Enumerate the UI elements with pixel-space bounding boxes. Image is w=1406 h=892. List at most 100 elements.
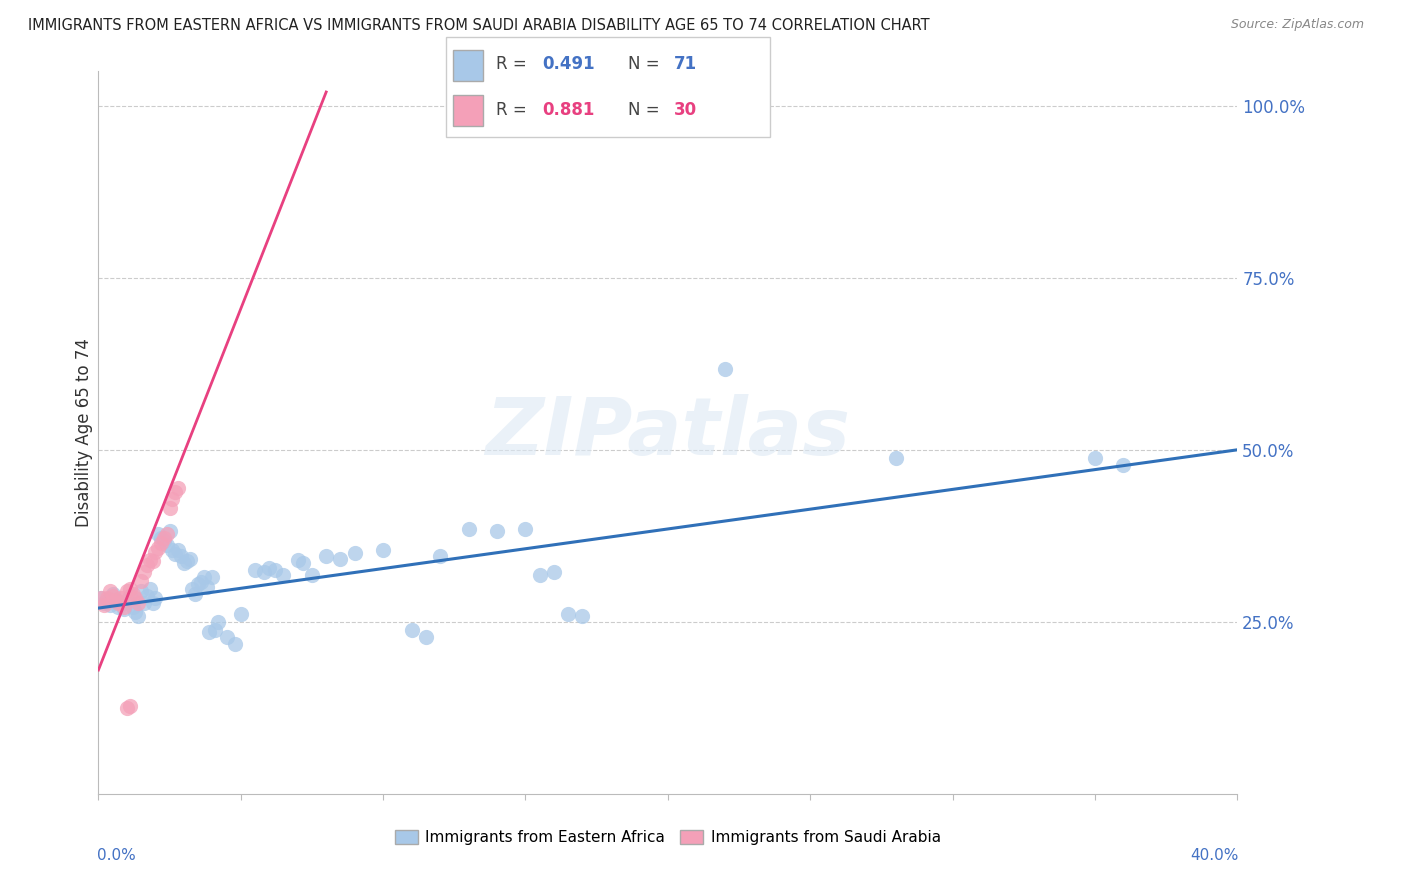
Point [190,574,212,589]
Point [138,582,160,596]
Point [90,591,112,605]
Text: 30: 30 [675,101,697,119]
Point [118,589,141,603]
Point [207,615,229,629]
Point [167,542,190,557]
Point [127,609,149,624]
Point [204,623,226,637]
Point [457,522,479,536]
Point [124,605,146,619]
Point [129,574,152,588]
Point [315,549,337,564]
Legend: Immigrants from Eastern Africa, Immigrants from Saudi Arabia: Immigrants from Eastern Africa, Immigran… [388,824,948,851]
Point [121,587,143,601]
Point [135,558,157,573]
Point [145,591,167,605]
Point [486,524,509,538]
Point [201,570,224,584]
Point [101,589,124,603]
Point [181,582,204,596]
Text: IMMIGRANTS FROM EASTERN AFRICA VS IMMIGRANTS FROM SAUDI ARABIA DISABILITY AGE 65: IMMIGRANTS FROM EASTERN AFRICA VS IMMIGR… [28,18,929,33]
Text: N =: N = [628,101,665,119]
Point [98,598,121,612]
Point [159,501,181,516]
Point [141,554,163,568]
Point [557,607,579,621]
Point [150,531,173,545]
Point [101,587,124,601]
Point [118,582,141,596]
Point [1112,458,1135,472]
FancyBboxPatch shape [446,37,770,137]
Text: 40.0%: 40.0% [1189,848,1239,863]
Point [343,546,366,560]
Point [243,563,266,577]
Text: ZIPatlas: ZIPatlas [485,393,851,472]
Point [107,599,129,614]
Point [104,592,127,607]
Point [184,587,207,601]
Point [215,630,238,644]
Point [287,553,309,567]
Point [229,607,252,621]
Text: 0.881: 0.881 [543,101,595,119]
Point [415,630,437,644]
Point [170,549,193,564]
Point [127,596,149,610]
Point [98,583,121,598]
Point [115,701,138,715]
Text: N =: N = [628,55,665,73]
Point [159,524,181,538]
Point [373,542,395,557]
Point [153,531,176,545]
Point [176,554,198,568]
Point [173,557,195,571]
Text: R =: R = [496,101,531,119]
Point [198,625,221,640]
Point [195,581,218,595]
Point [104,592,127,607]
Point [292,557,315,571]
Point [162,492,184,507]
Point [167,481,190,495]
Point [112,599,135,614]
Point [132,596,155,610]
Point [273,568,295,582]
Point [132,566,155,580]
Point [571,609,593,624]
Point [156,538,179,552]
Text: R =: R = [496,55,531,73]
Point [110,597,132,611]
Text: 0.491: 0.491 [543,55,595,73]
Bar [453,50,482,81]
Point [153,533,176,548]
Point [884,451,907,466]
Point [259,561,281,575]
Point [112,602,135,616]
Point [115,583,138,598]
Point [93,598,115,612]
Point [150,535,173,549]
Point [110,591,132,605]
Point [543,566,565,580]
Point [90,591,112,605]
Point [148,526,170,541]
Point [162,542,184,557]
Text: Source: ZipAtlas.com: Source: ZipAtlas.com [1230,18,1364,31]
Point [529,568,551,582]
Point [118,698,141,713]
Point [141,596,163,610]
Point [224,637,246,651]
Point [165,548,187,562]
Point [129,583,152,598]
Point [96,594,118,608]
Point [124,591,146,605]
Bar [453,95,482,126]
Point [145,544,167,558]
Point [179,551,201,566]
Point [264,563,287,577]
Point [193,570,215,584]
Y-axis label: Disability Age 65 to 74: Disability Age 65 to 74 [75,338,93,527]
Point [121,599,143,614]
Point [252,566,274,580]
